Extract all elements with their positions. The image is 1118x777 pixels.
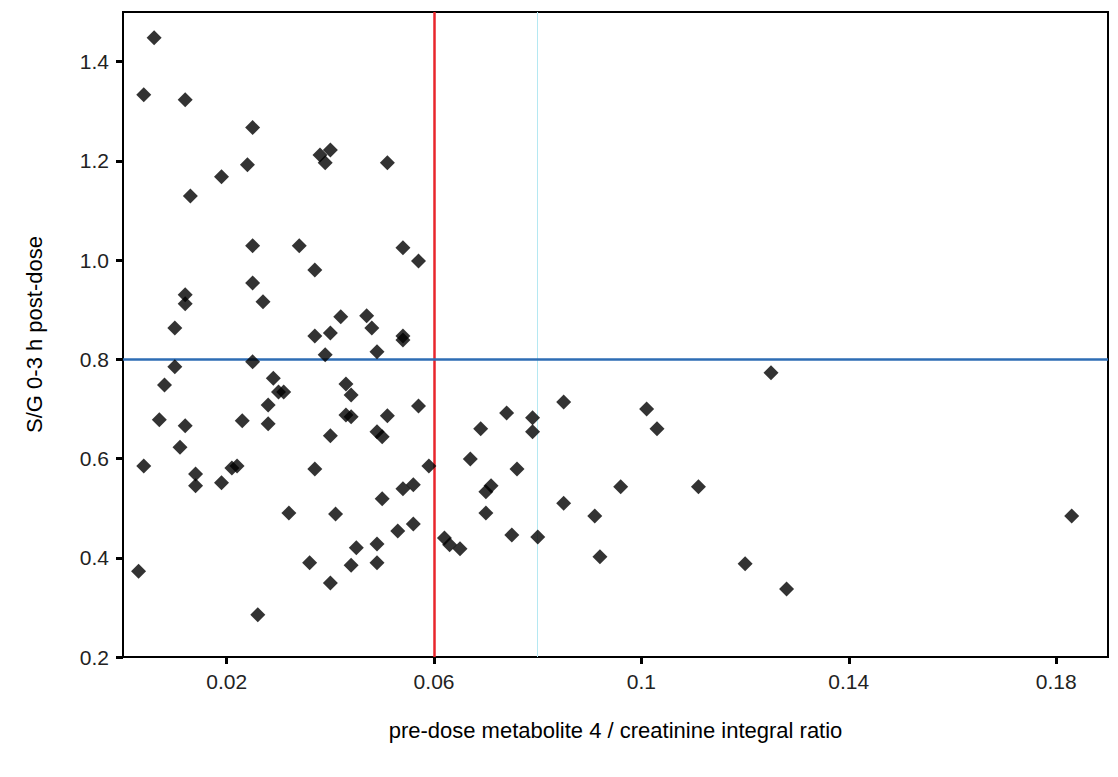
svg-text:1.2: 1.2 [80, 149, 109, 172]
svg-text:0.8: 0.8 [80, 348, 109, 371]
svg-text:pre-dose metabolite 4 / creati: pre-dose metabolite 4 / creatinine integ… [389, 718, 843, 743]
svg-text:S/G 0-3 h post-dose: S/G 0-3 h post-dose [22, 236, 47, 433]
svg-text:1.4: 1.4 [80, 50, 110, 73]
svg-text:0.1: 0.1 [627, 670, 656, 693]
svg-text:0.02: 0.02 [206, 670, 247, 693]
svg-text:0.6: 0.6 [80, 447, 109, 470]
svg-text:0.18: 0.18 [1036, 670, 1077, 693]
svg-text:0.14: 0.14 [828, 670, 869, 693]
svg-text:0.4: 0.4 [80, 546, 110, 569]
svg-text:0.2: 0.2 [80, 646, 109, 669]
svg-text:1.0: 1.0 [80, 249, 109, 272]
svg-text:0.06: 0.06 [414, 670, 455, 693]
